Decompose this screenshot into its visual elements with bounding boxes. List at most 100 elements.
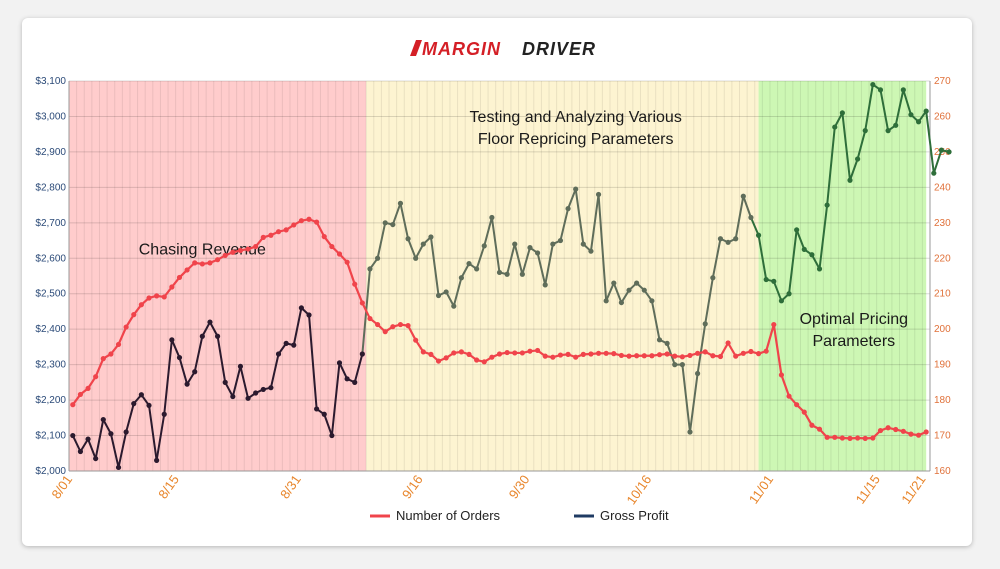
orders-point [847, 435, 853, 441]
gross-profit-point [755, 232, 762, 238]
gross-profit-segment [445, 290, 455, 308]
gross-profit-point [847, 177, 853, 183]
gross-profit-point [466, 260, 472, 267]
gross-profit-point [443, 289, 449, 295]
orders-point [603, 350, 609, 356]
x-tick-label: 8/31 [277, 472, 304, 501]
orders-point [832, 434, 838, 440]
gross-profit-point [184, 381, 190, 387]
gross-profit-segment [848, 158, 859, 182]
orders-point [824, 434, 830, 440]
orders-point [519, 350, 525, 356]
orders-point [550, 354, 556, 360]
gross-profit-segment [932, 149, 943, 175]
left-tick-label: $2,900 [35, 147, 66, 158]
orders-point [108, 351, 114, 357]
gross-profit-point [435, 292, 442, 299]
gross-profit-point [946, 149, 952, 155]
orders-point [306, 216, 312, 222]
gross-profit-point [253, 390, 259, 396]
right-tick-label: 230 [934, 218, 951, 229]
phase-labels: Chasing Revenue Testing and Analyzing Var… [139, 109, 908, 350]
orders-point [542, 353, 548, 359]
orders-point [260, 234, 266, 240]
orders-point [131, 312, 137, 318]
gross-profit-segment [292, 306, 303, 347]
gross-profit-segment [559, 207, 570, 242]
gross-profit-point [237, 363, 244, 370]
gross-profit-point [839, 110, 845, 116]
gross-profit-segment [407, 237, 417, 260]
gross-profit-segment [193, 335, 204, 373]
orders-point [352, 281, 358, 287]
gross-profit-point [374, 255, 381, 261]
left-tick-label: $2,300 [35, 360, 66, 371]
orders-point [565, 351, 571, 357]
gross-profit-segment [711, 237, 722, 279]
gross-profit-point [725, 239, 731, 245]
left-tick-label: $2,400 [35, 324, 66, 335]
legend-label-orders: Number of Orders [396, 508, 501, 523]
left-tick-label: $2,100 [35, 431, 66, 442]
orders-point [390, 324, 396, 330]
gross-profit-point [489, 214, 495, 221]
gross-profit-point [169, 337, 175, 343]
brand-logo: MARGIN DRIVER [410, 39, 595, 59]
orders-point [435, 358, 442, 364]
gross-profit-segment [894, 88, 905, 127]
gross-profit-point [656, 337, 663, 343]
gross-profit-segment [902, 88, 912, 116]
gross-profit-segment [308, 314, 318, 410]
orders-point [717, 353, 724, 360]
gross-profit-point [161, 411, 167, 417]
left-tick-label: $3,100 [35, 76, 66, 87]
orders-point [611, 351, 617, 357]
gross-profit-point [603, 298, 609, 304]
orders-point [184, 267, 190, 273]
orders-point [801, 409, 807, 415]
logo-mark [410, 40, 422, 56]
gross-profit-point [618, 299, 625, 306]
gross-profit-point [824, 202, 830, 208]
gross-profit-segment [506, 243, 516, 276]
orders-point [253, 243, 259, 250]
left-tick-label: $2,800 [35, 182, 66, 193]
gross-profit-point [908, 112, 914, 118]
gross-profit-point [611, 280, 617, 286]
orders-point [169, 284, 175, 290]
gross-profit-point [405, 236, 411, 242]
gross-profit-point [557, 237, 564, 244]
orders-point [733, 353, 739, 359]
gross-profit-segment [826, 126, 836, 207]
gross-profit-segment [597, 193, 608, 302]
orders-point [634, 353, 640, 359]
orders-point [816, 426, 823, 432]
orders-point [466, 351, 472, 357]
orders-point [344, 259, 350, 265]
orders-point [855, 435, 861, 441]
gross-profit-segment [513, 243, 524, 276]
gross-profit-point [138, 392, 144, 398]
orders-point [664, 351, 670, 357]
gross-profit-segment [483, 216, 493, 247]
orders-point [481, 359, 487, 365]
right-tick-label: 240 [934, 182, 951, 193]
orders-point [595, 350, 602, 356]
gross-profit-segment [704, 276, 714, 325]
gross-profit-point [809, 252, 815, 258]
orders-point [679, 354, 685, 360]
x-tick-label: 11/01 [746, 472, 776, 506]
gross-profit-point [626, 287, 632, 293]
orders-point [222, 252, 228, 259]
orders-point [298, 218, 304, 224]
gross-profit-segment [429, 236, 440, 297]
right-tick-label: 170 [934, 431, 951, 442]
gross-profit-point [862, 128, 868, 134]
gross-profit-point [740, 193, 746, 199]
gross-profit-point [778, 298, 785, 304]
orders-point [893, 426, 899, 433]
orders-point [618, 352, 625, 359]
gross-profit-point [207, 319, 213, 325]
right-tick-label: 260 [934, 111, 951, 122]
gross-profit-point [77, 448, 84, 455]
